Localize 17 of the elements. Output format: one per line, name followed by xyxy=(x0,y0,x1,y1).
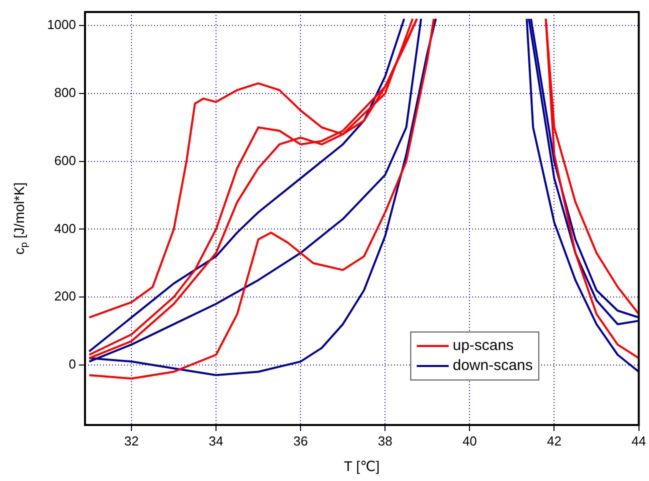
x-tick-label: 32 xyxy=(124,433,139,448)
x-axis-title: T [℃] xyxy=(344,458,380,474)
x-tick-label: 40 xyxy=(462,433,477,448)
x-tick-label: 36 xyxy=(293,433,308,448)
x-tick-label: 34 xyxy=(208,433,224,448)
legend-label: down-scans xyxy=(452,357,533,374)
y-tick-label: 400 xyxy=(54,220,76,236)
y-tick-label: 200 xyxy=(54,288,76,304)
y-axis-title: cp [J/mol*K] xyxy=(10,182,30,255)
x-tick-label: 42 xyxy=(546,433,562,448)
x-tick-label: 44 xyxy=(632,433,646,448)
y-tick-label: 600 xyxy=(54,152,76,168)
y-tick-label: 800 xyxy=(54,85,76,100)
x-tick-label: 38 xyxy=(378,433,392,448)
y-tick-label: 0 xyxy=(68,356,76,372)
legend-label: up-scans xyxy=(452,337,514,354)
y-tick-label: 1000 xyxy=(47,17,76,32)
